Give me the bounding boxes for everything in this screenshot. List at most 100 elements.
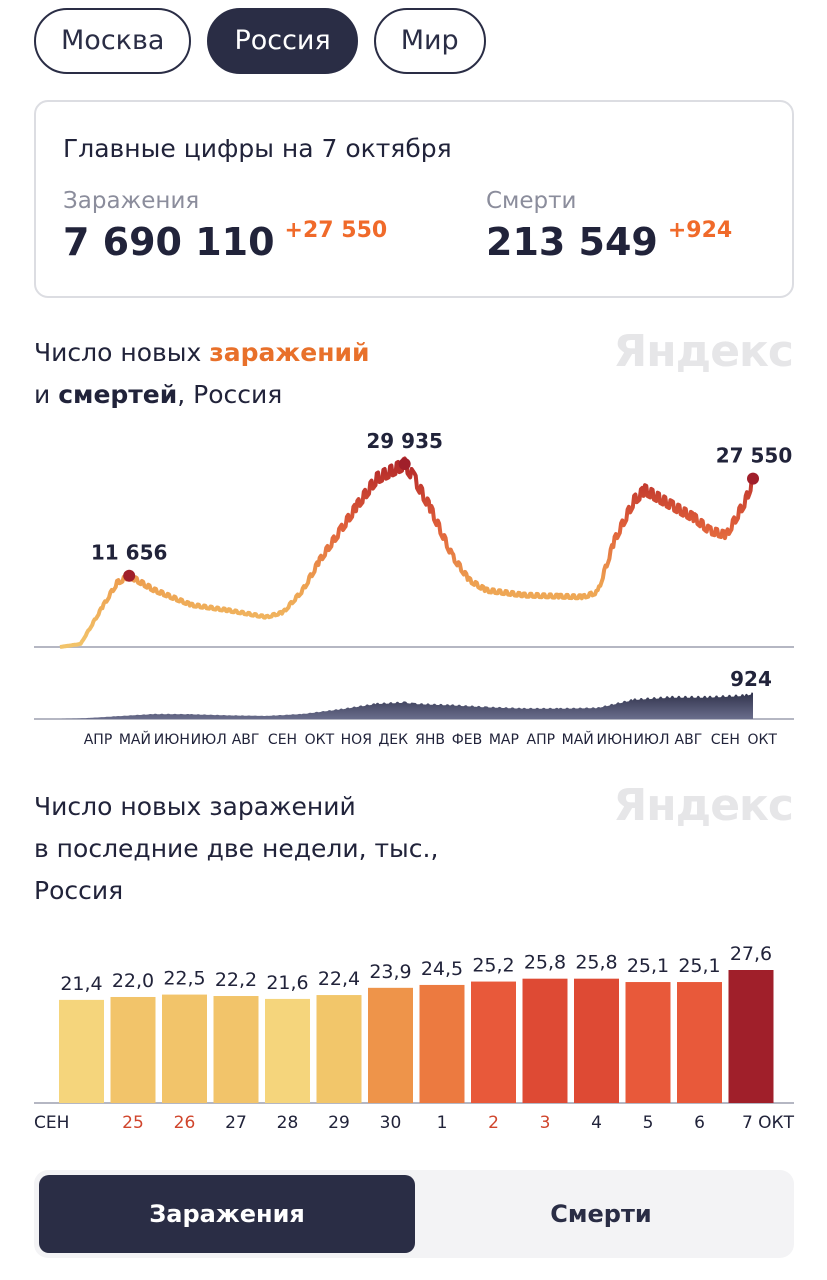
bar-value-label: 25,1 [678, 955, 720, 977]
metric-toggle: Заражения Смерти [34, 1170, 794, 1258]
bar [471, 981, 516, 1103]
tab-moscow[interactable]: Москва [34, 8, 192, 74]
chart2-title: Число новых заражений в последние две не… [34, 786, 438, 912]
x-tick-label: ИЮН [597, 732, 633, 748]
region-tabs: Москва Россия Мир [34, 8, 486, 74]
tab-world[interactable]: Мир [373, 8, 486, 74]
chart1-title: Число новых заражений и смертей, Россия [34, 332, 370, 416]
x-tick-label: МАЙ [562, 730, 594, 748]
bar [625, 982, 671, 1103]
summary-title: Главные цифры на 7 октября [63, 134, 452, 163]
bar [162, 994, 207, 1103]
yandex-logo: Яндекс [613, 326, 794, 377]
x-tick-label: ДЕК [378, 732, 408, 748]
bar [677, 982, 722, 1103]
x-tick-label: 30 [380, 1113, 402, 1133]
title-line: Число новых заражений [34, 792, 356, 821]
peak-marker [123, 569, 136, 582]
bar [368, 987, 413, 1103]
bar-value-label: 22,5 [163, 968, 205, 990]
x-tick-label: ИЮЛ [191, 732, 227, 748]
x-tick-label: 29 [328, 1113, 350, 1133]
infections-toggle-button[interactable]: Заражения [39, 1175, 415, 1253]
x-tick-label: 6 [694, 1113, 705, 1133]
x-tick-label: 7 ОКТ [742, 1113, 795, 1133]
x-tick-label: ФЕВ [452, 732, 483, 748]
deaths-toggle-button[interactable]: Смерти [550, 1200, 652, 1228]
peak-marker [398, 458, 411, 470]
x-tick-label: 2 [488, 1113, 499, 1133]
deaths-area [60, 692, 753, 719]
title-deaths: смертей [58, 380, 178, 409]
bar-value-label: 25,1 [627, 955, 669, 977]
bar-value-label: 22,0 [112, 970, 154, 992]
x-tick-label: 5 [643, 1113, 654, 1133]
x-tick-label: ОКТ [747, 732, 777, 748]
x-tick-label: 1 [437, 1113, 448, 1133]
bar-value-label: 22,4 [318, 968, 360, 990]
bar [728, 970, 774, 1103]
infections-label: Заражения [63, 188, 200, 214]
x-tick-label: 25 [122, 1113, 144, 1133]
bar-value-label: 23,9 [369, 961, 411, 983]
deaths-delta: +924 [667, 218, 733, 243]
x-tick-label: СЕН [711, 732, 740, 748]
bar [419, 984, 465, 1103]
bar-chart: 21,4СЕН22,02522,52622,22721,62822,42923,… [34, 943, 795, 1133]
bar-value-label: 25,2 [472, 955, 514, 977]
peak-label: 27 550 [716, 444, 793, 468]
bar [110, 996, 156, 1103]
summary-card: Главные цифры на 7 октября Заражения 7 6… [34, 100, 794, 298]
yandex-logo: Яндекс [613, 780, 794, 831]
bar [316, 995, 362, 1103]
x-tick-label: АВГ [232, 732, 260, 748]
x-tick-label: 3 [540, 1113, 551, 1133]
x-tick-label: ИЮН [154, 732, 190, 748]
bar-value-label: 24,5 [421, 958, 463, 980]
bar [522, 978, 568, 1103]
title-infections: заражений [209, 338, 370, 367]
x-tick-label: АВГ [675, 732, 703, 748]
deaths-label: 924 [730, 667, 772, 691]
peak-label: 29 935 [366, 429, 443, 453]
infections-stat: Заражения 7 690 110 +27 550 [63, 188, 387, 264]
title-line: в последние две недели, тыс., [34, 834, 439, 863]
x-tick-label: ЯНВ [415, 732, 445, 748]
bar-value-label: 27,6 [730, 943, 772, 965]
x-tick-label: АПР [527, 732, 556, 748]
bar [213, 996, 259, 1103]
title-part: Число новых [34, 338, 210, 367]
x-tick-label: СЕН [268, 732, 297, 748]
infections-value: 7 690 110 [63, 220, 275, 264]
x-tick-label: НОЯ [341, 732, 372, 748]
x-tick-label: 27 [225, 1113, 247, 1133]
x-tick-label: ИЮЛ [633, 732, 669, 748]
bar-value-label: 22,2 [215, 969, 257, 991]
peak-marker [747, 472, 759, 485]
x-tick-label: ОКТ [305, 732, 335, 748]
bar-value-label: 21,4 [60, 973, 102, 995]
bar [265, 998, 310, 1103]
x-tick-label: МАЙ [119, 730, 151, 748]
x-tick-label: МАР [489, 732, 519, 748]
x-tick-label: 4 [591, 1113, 602, 1133]
title-part: и [34, 380, 59, 409]
peak-label: 11 656 [91, 541, 168, 565]
bar-value-label: 25,8 [575, 952, 617, 974]
x-tick-label: 28 [277, 1113, 299, 1133]
bar-value-label: 21,6 [266, 972, 308, 994]
bar [574, 978, 619, 1103]
bar-value-label: 25,8 [524, 952, 566, 974]
bar [59, 999, 104, 1103]
tab-russia[interactable]: Россия [207, 8, 358, 74]
x-tick-label: 26 [174, 1113, 196, 1133]
title-part: , Россия [177, 380, 283, 409]
title-line: Россия [34, 876, 124, 905]
deaths-value: 213 549 [486, 220, 658, 264]
x-tick-label: АПР [84, 732, 113, 748]
deaths-label: Смерти [486, 188, 577, 214]
deaths-stat: Смерти 213 549 +924 [486, 188, 732, 264]
x-tick-label: СЕН [34, 1113, 69, 1133]
infections-delta: +27 550 [284, 218, 388, 243]
